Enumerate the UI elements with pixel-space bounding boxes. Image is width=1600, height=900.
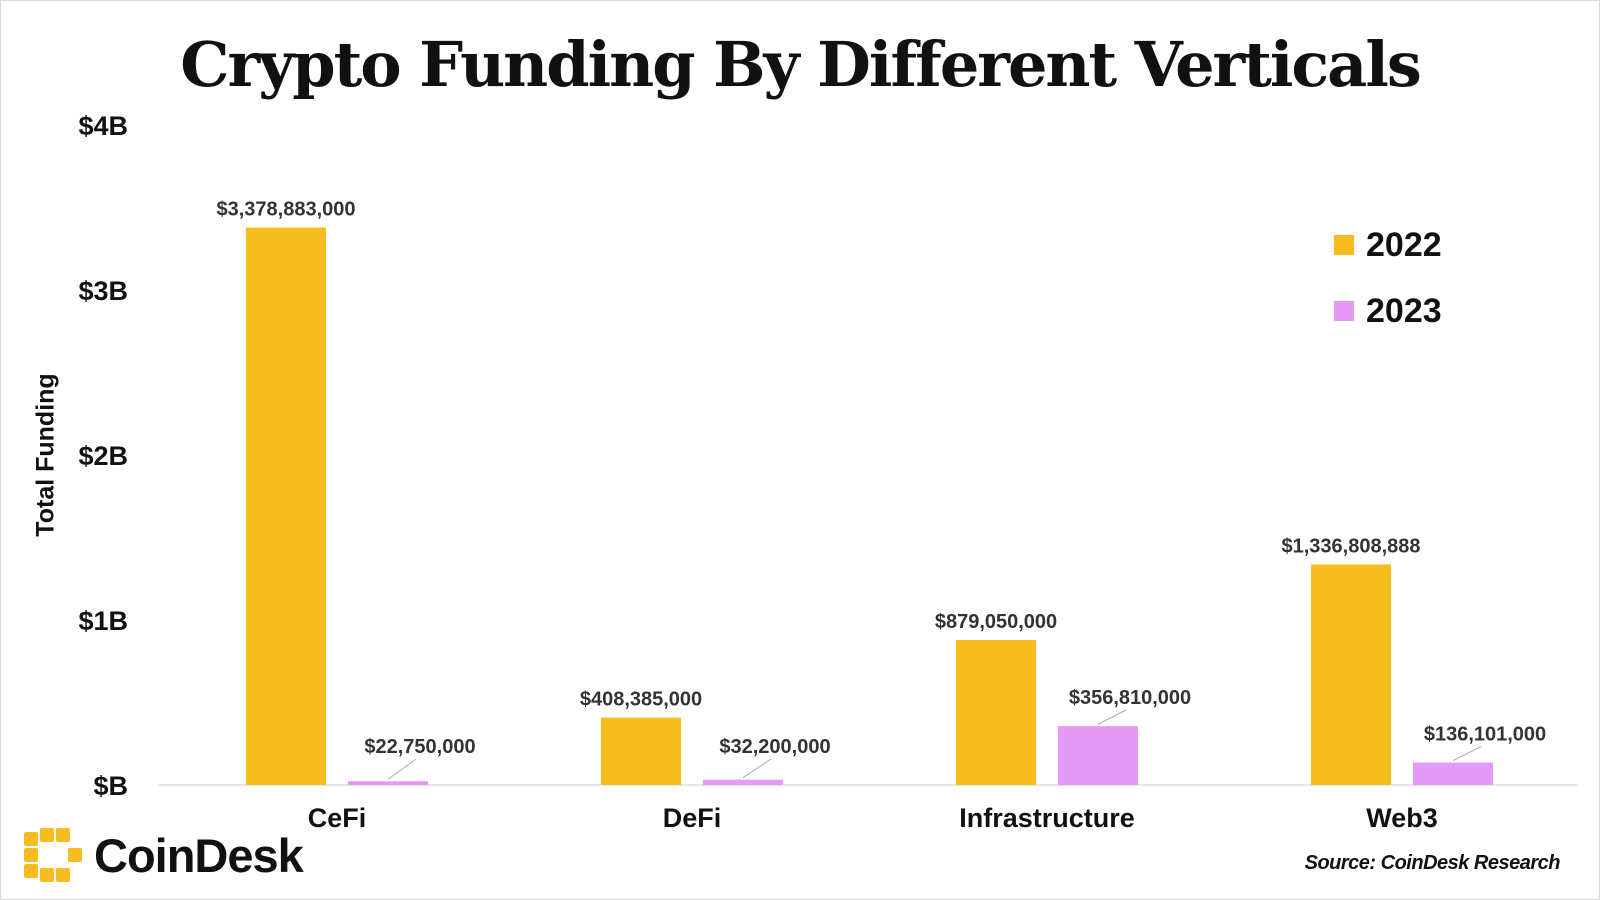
legend-item-2022: 2022 [1334,212,1442,278]
y-tick-label: $3B [78,276,128,306]
bar-2023-web3 [1413,762,1493,785]
data-label-leader [1097,709,1127,725]
bar-2022-infrastructure [956,639,1036,785]
bar-2022-web3 [1311,564,1391,785]
legend-label-2023: 2023 [1366,291,1442,330]
legend: 2022 2023 [1334,212,1442,344]
x-tick-label: Infrastructure [959,803,1135,833]
y-tick-label: $B [93,771,128,801]
coindesk-logo-icon [24,828,82,882]
data-label-leader [742,758,772,779]
y-tick-label: $1B [78,606,128,636]
data-label: $1,336,808,888 [1281,535,1420,557]
x-tick-label: Web3 [1366,803,1438,833]
data-label: $22,750,000 [364,736,475,758]
coindesk-wordmark: CoinDesk [94,828,304,882]
data-label: $356,810,000 [1069,687,1191,709]
data-label: $3,378,883,000 [216,198,355,220]
x-tick-label: CeFi [308,803,367,833]
bar-2023-cefi [348,781,428,785]
bar-2023-defi [703,779,783,785]
data-label: $879,050,000 [935,611,1057,633]
data-label: $136,101,000 [1424,724,1546,746]
chart-title: Crypto Funding By Different Verticals [180,28,1422,101]
data-label-leader [387,758,417,780]
data-label: $408,385,000 [580,689,702,711]
legend-label-2022: 2022 [1366,225,1442,264]
coindesk-logo: CoinDesk [22,826,304,884]
data-label-leader [1452,746,1482,761]
y-tick-label: $2B [78,441,128,471]
bar-2023-infrastructure [1058,726,1138,785]
legend-item-2023: 2023 [1334,278,1442,344]
legend-swatch-2023 [1334,301,1354,321]
bar-2022-defi [601,717,681,785]
data-label: $32,200,000 [719,736,830,758]
source-note: Source: CoinDesk Research [1304,852,1561,874]
x-tick-label: DeFi [663,803,722,833]
y-axis-label: Total Funding [31,373,60,537]
legend-swatch-2022 [1334,235,1354,255]
y-tick-label: $4B [78,111,128,141]
bar-2022-cefi [246,227,326,785]
